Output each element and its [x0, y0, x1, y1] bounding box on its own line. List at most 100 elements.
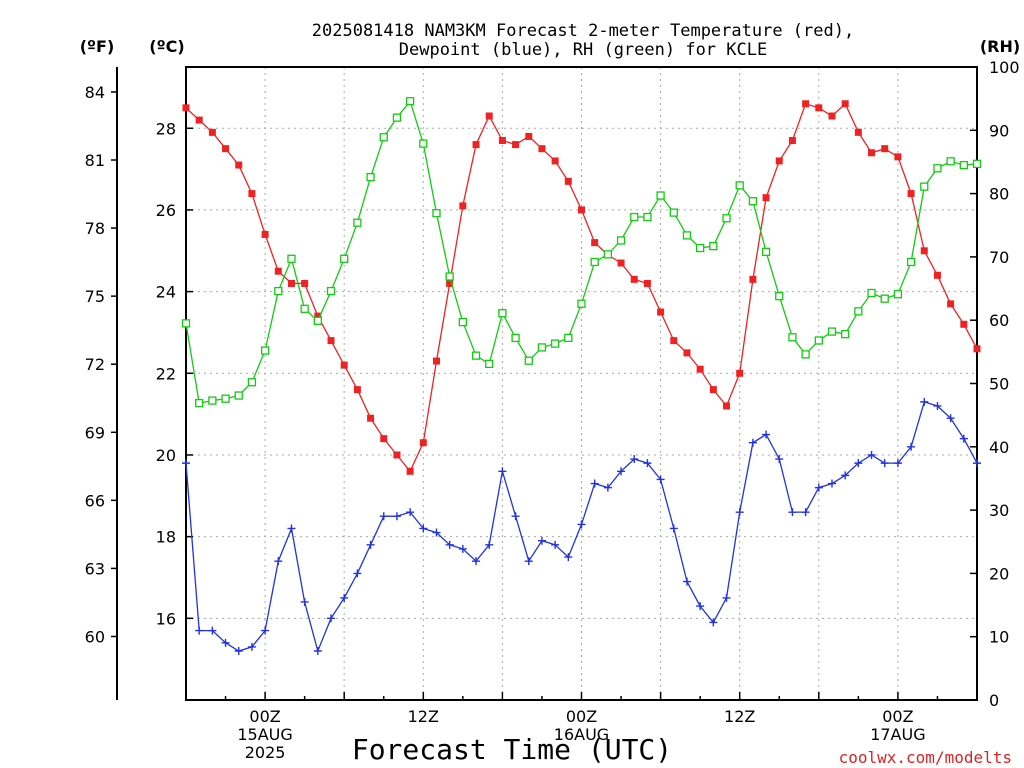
dewpoint-point — [234, 646, 243, 655]
dewpoint-point — [195, 626, 204, 635]
rh-point — [590, 257, 599, 267]
dewpoint-point — [524, 557, 533, 566]
rh-point — [893, 290, 903, 299]
rh-axis-label: (RH) — [980, 37, 1020, 56]
rh-point — [340, 254, 349, 263]
rh-point — [933, 164, 942, 173]
celsius-tick-label: 24 — [156, 283, 176, 302]
dewpoint-point — [300, 597, 309, 606]
fahrenheit-tick-label: 84 — [85, 83, 105, 102]
rh-point — [735, 181, 744, 190]
dewpoint-point — [946, 414, 955, 423]
rh-point — [471, 351, 481, 360]
temperature-point — [393, 451, 401, 459]
temperature-point — [380, 435, 388, 443]
dewpoint-point — [920, 397, 929, 406]
dewpoint-point — [564, 553, 573, 562]
temperature-point — [709, 386, 717, 394]
dewpoint-point — [696, 602, 705, 611]
rh-point — [458, 317, 468, 327]
celsius-tick-label: 22 — [156, 364, 176, 383]
rh-point — [788, 333, 797, 342]
temperature-point — [960, 320, 968, 328]
fahrenheit-tick-label: 69 — [85, 423, 105, 442]
dewpoint-point — [709, 618, 718, 627]
temperature-point — [841, 100, 849, 108]
temperature-point — [512, 141, 520, 149]
rh-tick-label: 70 — [989, 248, 1009, 267]
temperature-point — [248, 190, 256, 198]
temperature-point — [222, 145, 230, 153]
x-tick-label: 15AUG — [237, 725, 292, 744]
rh-point — [748, 197, 758, 206]
dewpoint-point — [274, 557, 283, 566]
temperature-point — [525, 132, 533, 140]
dewpoint-point — [590, 479, 599, 488]
rh-tick-label: 20 — [989, 564, 1009, 583]
temperature-point — [683, 349, 691, 357]
rh-point — [854, 307, 863, 316]
rh-point — [432, 209, 441, 218]
dewpoint-point — [880, 459, 889, 468]
rh-point — [669, 208, 678, 217]
dewpoint-point — [907, 442, 916, 451]
dewpoint-point — [472, 557, 481, 566]
dewpoint-point — [841, 471, 850, 480]
rh-point — [709, 241, 718, 251]
temperature-point — [591, 239, 599, 247]
rh-point — [392, 113, 402, 122]
dewpoint-point — [485, 540, 494, 549]
rh-point — [247, 378, 257, 387]
rh-point — [445, 272, 454, 281]
temperature-point — [762, 194, 770, 202]
dewpoint-point — [762, 430, 771, 439]
rh-tick-label: 10 — [989, 628, 1009, 647]
dewpoint-point — [933, 401, 942, 410]
dewpoint-point — [458, 544, 467, 553]
axes — [111, 66, 978, 701]
rh-point — [577, 299, 586, 308]
rh-point — [906, 257, 916, 267]
temperature-point — [868, 149, 876, 157]
rh-point — [696, 243, 705, 253]
temperature-point — [723, 402, 731, 410]
temperature-point — [208, 128, 216, 136]
rh-point — [366, 172, 375, 182]
dewpoint-point — [419, 524, 428, 533]
rh-point — [353, 218, 362, 227]
rh-tick-label: 100 — [989, 58, 1020, 77]
dewpoint-point — [735, 508, 744, 517]
x-tick-label: 00Z — [882, 707, 913, 726]
dewpoint-point — [182, 459, 190, 468]
x-tick-label: 00Z — [249, 707, 280, 726]
chart-title-line-2: Dewpoint (blue), RH (green) for KCLE — [399, 40, 767, 60]
dewpoint-point — [327, 614, 336, 623]
rh-point — [630, 212, 639, 222]
rh-tick-label: 30 — [989, 501, 1009, 520]
data-series — [181, 97, 982, 655]
dewpoint-point — [959, 434, 968, 443]
rh-point — [827, 327, 837, 336]
rh-point — [682, 231, 692, 240]
rh-point — [972, 159, 982, 168]
rh-point — [550, 339, 560, 348]
rh-point — [841, 329, 850, 339]
temperature-point — [947, 300, 955, 308]
rh-point — [498, 309, 507, 318]
dewpoint-point — [814, 483, 823, 492]
temperature-point — [432, 357, 440, 365]
chart-title-line-1: 2025081418 NAM3KM Forecast 2-meter Tempe… — [312, 21, 854, 41]
fahrenheit-tick-label: 66 — [85, 491, 105, 510]
rh-point — [485, 359, 494, 369]
rh-point — [643, 212, 652, 222]
temperature-point — [419, 439, 427, 447]
temperature-point — [406, 467, 414, 475]
temperature-point — [340, 361, 348, 369]
x-tick-label: 2025 — [245, 743, 286, 762]
rh-point — [775, 291, 784, 301]
rh-point — [656, 191, 665, 200]
fahrenheit-tick-label: 63 — [85, 559, 105, 578]
dewpoint-point — [643, 459, 652, 468]
rh-point — [300, 304, 309, 313]
